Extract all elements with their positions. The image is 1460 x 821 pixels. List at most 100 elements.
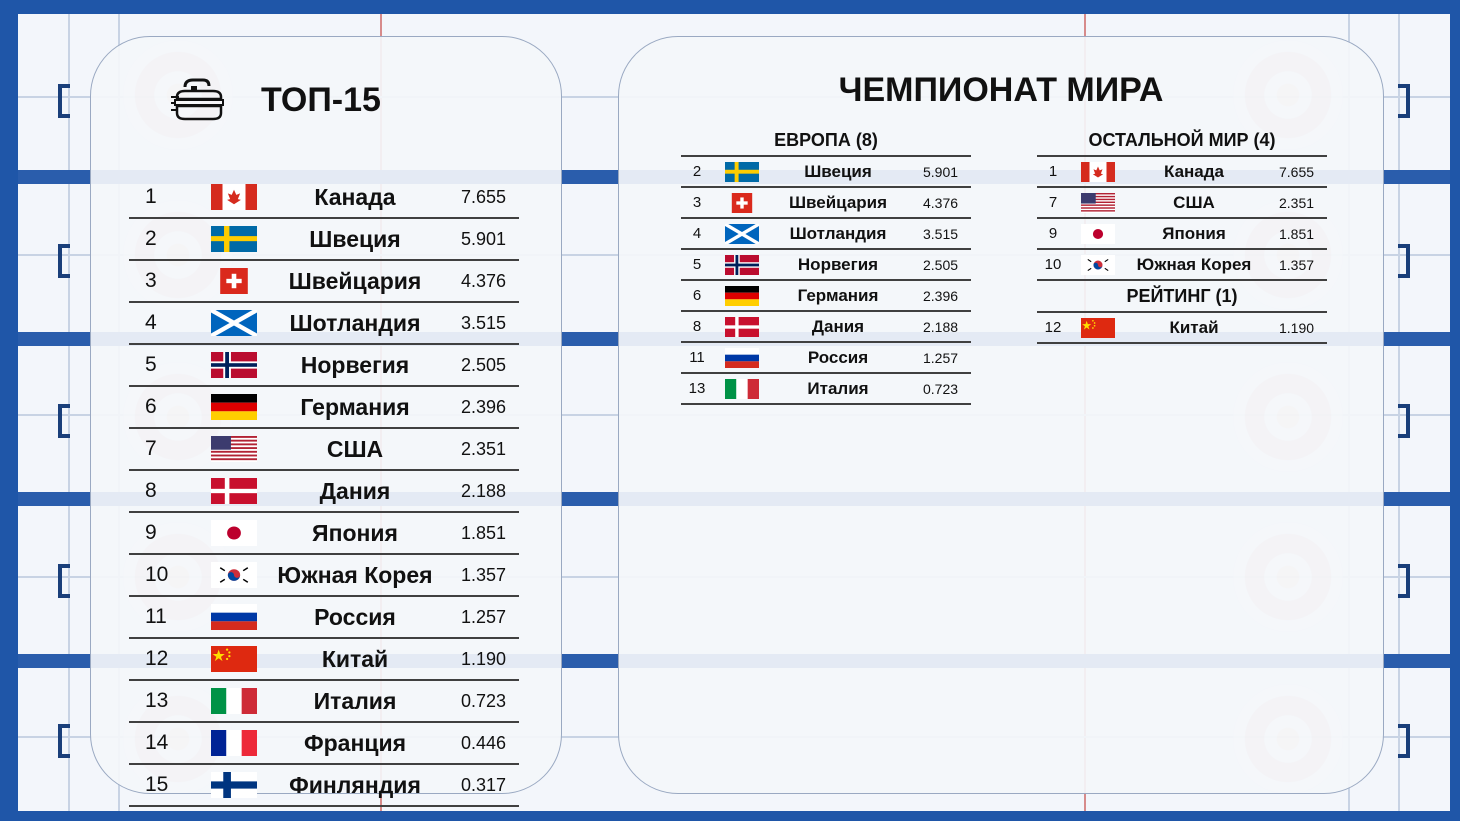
rating-heading: РЕЙТИНГ (1) [1037,281,1327,313]
denmark-flag-icon [719,316,759,337]
switzerland-flag-icon [719,192,753,213]
country-name: Норвегия [797,254,879,274]
rating-points: 1.357 [1279,256,1315,273]
rating-points: 1.190 [461,648,507,669]
switzerland-flag-icon [203,268,249,294]
country-name: Россия [807,347,869,367]
rank-position: 11 [145,605,167,628]
denmark-flag-icon [203,478,257,504]
rating-points: 2.396 [923,287,959,304]
scotland-flag-icon [719,223,759,244]
table-row: 9 Япония 1.851 [1037,219,1327,250]
russia-flag-icon [719,347,759,368]
country-name: Германия [300,393,410,420]
country-name: Италия [313,687,397,714]
finland-flag-icon [203,772,257,798]
rank-position: 10 [145,563,169,586]
rank-position: 7 [145,437,157,460]
rating-points: 4.376 [461,270,507,291]
rank-position: 9 [1048,225,1058,242]
table-row: 11 Россия 1.257 [129,597,519,639]
rating-points: 2.505 [923,256,959,273]
country-name: Канада [1163,161,1224,181]
table-row: 2 Швеция 5.901 [129,219,519,261]
country-name: Швеция [309,225,401,252]
country-name: Южная Корея [1136,254,1252,274]
rank-position: 1 [1048,163,1058,180]
rating-points: 2.505 [461,354,507,375]
world-championship-panel: ЧЕМПИОНАТ МИРА ЕВРОПА (8) 2 Швеция 5.901 3 Ш… [618,36,1384,794]
table-row: 8 Дания 2.188 [129,471,519,513]
rank-position: 15 [145,773,169,796]
country-name: Южная Корея [277,561,433,588]
china-flag-icon [1075,317,1115,338]
rating-points: 2.188 [923,318,959,335]
rating-points: 1.357 [461,564,507,585]
canada-flag-icon [1075,161,1115,182]
country-name: Китай [1169,317,1219,337]
rating-points: 4.376 [923,194,959,211]
rank-position: 13 [688,380,706,397]
country-name: США [326,435,384,462]
norway-flag-icon [719,254,759,275]
country-name: Шотландия [789,223,887,243]
country-name: Германия [797,285,879,305]
japan-flag-icon [1075,223,1115,244]
china-flag-icon [203,646,257,672]
table-row: 5 Норвегия 2.505 [681,250,971,281]
table-row: 14 Франция 0.446 [129,723,519,765]
country-name: Финляндия [289,771,421,798]
table-row: 3 Швейцария 4.376 [129,261,519,303]
rating-points: 2.396 [461,396,507,417]
table-row: 4 Шотландия 3.515 [681,219,971,250]
country-name: Италия [807,378,869,398]
japan-flag-icon [203,520,257,546]
table-row: 5 Норвегия 2.505 [129,345,519,387]
sweden-flag-icon [719,161,759,182]
country-name: Дания [319,477,391,504]
table-row: 12 Китай 1.190 [129,639,519,681]
canada-flag-icon [203,184,257,210]
scotland-flag-icon [203,310,257,336]
germany-flag-icon [719,285,759,306]
country-name: Япония [1162,223,1226,243]
rating-points: 0.723 [461,690,507,711]
country-name: Япония [312,519,398,546]
table-row: 12 Китай 1.190 [1037,313,1327,344]
country-name: Швейцария [788,192,888,212]
country-name: Дания [811,316,865,336]
table-row: 1 Канада 7.655 [129,177,519,219]
rating-points: 0.723 [923,380,959,397]
rating-points: 1.257 [461,606,507,627]
rating-points: 3.515 [923,225,959,242]
sweden-flag-icon [203,226,257,252]
rank-position: 12 [145,647,169,670]
world-championship-title: ЧЕМПИОНАТ МИРА [838,71,1164,109]
italy-flag-icon [203,688,257,714]
country-name: Китай [321,645,389,672]
rating-points: 5.901 [923,163,959,180]
top15-panel: ТОП-15 1 Канада 7.655 2 Швеция 5.901 3 Швейцари… [90,36,562,807]
rating-points: 0.317 [461,774,507,795]
top15-table: 1 Канада 7.655 2 Швеция 5.901 3 Швейцария 4.376 4… [129,177,519,807]
germany-flag-icon [203,394,257,420]
rating-points: 5.901 [461,228,507,249]
table-row: 4 Шотландия 3.515 [129,303,519,345]
rating-points: 1.190 [1279,319,1315,336]
rank-position: 6 [692,287,702,304]
rating-points: 2.188 [461,480,507,501]
france-flag-icon [203,730,257,756]
table-row: 13 Италия 0.723 [129,681,519,723]
usa-flag-icon [203,436,257,462]
country-name: Франция [303,729,407,756]
usa-flag-icon [1075,192,1115,213]
table-row: 11 Россия 1.257 [681,343,971,374]
rank-position: 6 [145,395,157,418]
rating-points: 7.655 [461,186,507,207]
norway-flag-icon [203,352,257,378]
rank-position: 3 [145,269,157,292]
europe-group: ЕВРОПА (8) 2 Швеция 5.901 3 Швейцария 4.376 4 Ш… [681,125,971,405]
table-row: 7 США 2.351 [129,429,519,471]
rating-points: 3.515 [461,312,507,333]
country-name: Канада [314,183,396,210]
